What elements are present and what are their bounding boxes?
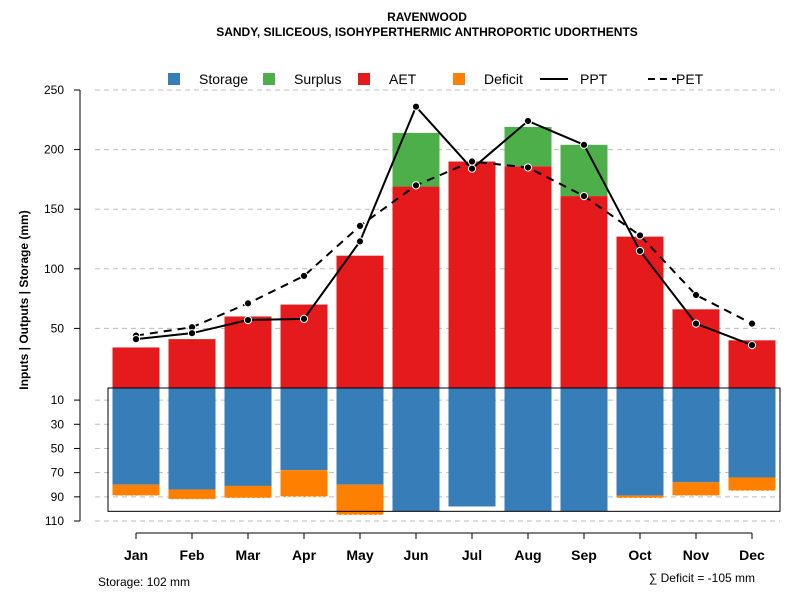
line-pet (135, 160, 753, 337)
x-tick-label: Jun (404, 547, 429, 563)
point-ppt-mar (243, 315, 253, 325)
point-ppt-jun (411, 102, 421, 111)
legend-swatch-surplus (263, 73, 275, 85)
bar-aet-jun (392, 186, 440, 388)
bar-aet-jul (448, 161, 496, 388)
y-axis-label: Inputs | Outputs | Storage (mm) (17, 210, 31, 389)
point-ppt-may (355, 237, 365, 246)
y-tick-label: 30 (51, 417, 65, 431)
point-ppt-jan (131, 335, 141, 344)
deficit-sum-note: ∑ Deficit = -105 mm (649, 571, 755, 585)
bars (112, 126, 776, 516)
point-pet-sep (579, 191, 589, 201)
x-tick-label: Sep (571, 547, 597, 563)
legend: Storage Surplus AET Deficit PPT PET (168, 71, 704, 87)
bar-deficit-oct (616, 495, 664, 499)
y-tick-label: 110 (45, 514, 64, 528)
legend-swatch-deficit (453, 73, 465, 85)
legend-swatch-storage (168, 73, 180, 85)
bar-aet-mar (224, 316, 272, 388)
legend-label-ppt: PPT (580, 71, 608, 87)
bar-deficit-dec (728, 477, 776, 491)
x-tick-label: May (346, 547, 373, 563)
bar-storage-may (336, 388, 384, 485)
legend-label-storage: Storage (199, 71, 248, 87)
point-ppt-oct (635, 246, 645, 256)
y-tick-label: 70 (51, 466, 65, 480)
point-ppt-sep (579, 140, 589, 149)
bar-storage-mar (224, 388, 272, 486)
point-pet-nov (691, 290, 701, 300)
bar-surplus-aug (504, 126, 552, 167)
x-tick-label: Dec (739, 547, 765, 563)
bar-aet-may (336, 255, 384, 388)
y-tick-label: 150 (44, 202, 64, 216)
y-tick-label: 10 (51, 393, 65, 407)
point-pet-oct (635, 231, 645, 240)
point-pet-aug (523, 163, 533, 172)
bar-aet-jan (112, 347, 160, 388)
bar-deficit-may (336, 484, 384, 515)
bar-storage-jul (448, 388, 496, 507)
bar-deficit-jan (112, 484, 160, 496)
legend-label-deficit: Deficit (484, 71, 523, 87)
y-tick-label: 50 (51, 441, 65, 455)
y-tick-label: 90 (51, 490, 65, 504)
bar-storage-apr (280, 388, 328, 471)
x-tick-label: Jan (124, 547, 148, 563)
x-tick-label: Oct (628, 547, 652, 563)
point-pet-may (355, 221, 365, 230)
bar-aet-oct (616, 236, 664, 388)
storage-capacity-note: Storage: 102 mm (98, 575, 190, 589)
storage-capacity-box (107, 387, 781, 512)
series-lines (131, 102, 757, 350)
bar-storage-feb (168, 388, 216, 490)
x-tick-label: Mar (236, 547, 261, 563)
x-tick-label: Feb (180, 547, 205, 563)
y-tick-label: 250 (44, 83, 64, 97)
point-ppt-feb (187, 329, 197, 338)
bar-deficit-mar (224, 485, 272, 499)
point-pet-apr (299, 271, 309, 281)
point-pet-jun (411, 181, 421, 190)
point-ppt-jul (467, 164, 477, 173)
bar-aet-sep (560, 196, 608, 388)
y-tick-label: 50 (51, 321, 65, 335)
point-ppt-nov (691, 319, 701, 328)
bar-storage-dec (728, 388, 776, 478)
bar-deficit-apr (280, 470, 328, 497)
bar-storage-aug (504, 388, 552, 512)
x-tick-label: Jul (462, 547, 482, 563)
legend-label-aet: AET (389, 71, 417, 87)
point-ppt-apr (299, 314, 309, 323)
bar-storage-jun (392, 388, 440, 512)
bar-storage-sep (560, 388, 608, 512)
y-tick-label: 100 (44, 262, 64, 276)
legend-swatch-aet (358, 73, 370, 85)
legend-label-surplus: Surplus (294, 71, 341, 87)
x-tick-label: Nov (683, 547, 710, 563)
point-ppt-aug (523, 116, 533, 126)
point-ppt-dec (747, 340, 757, 350)
axes: 50 100 150 200 250 10 30 50 70 90 110 Jan Feb Mar Apr M… (44, 83, 781, 563)
legend-label-pet: PET (676, 71, 704, 87)
line-ppt (135, 104, 753, 347)
bar-surplus-sep (560, 144, 608, 197)
bar-deficit-feb (168, 489, 216, 500)
point-pet-dec (747, 319, 757, 328)
bar-storage-oct (616, 388, 664, 496)
bar-storage-nov (672, 388, 720, 483)
x-tick-label: Aug (514, 547, 541, 563)
point-pet-jul (467, 157, 477, 166)
x-tick-label: Apr (292, 547, 317, 563)
chart-subtitle: SANDY, SILICEOUS, ISOHYPERTHERMIC ANTHRO… (216, 25, 638, 39)
point-pet-mar (243, 299, 253, 308)
bar-aet-aug (504, 166, 552, 388)
bar-storage-jan (112, 388, 160, 485)
y-tick-label: 200 (44, 143, 64, 157)
chart-title: RAVENWOOD (387, 10, 467, 24)
bar-aet-feb (168, 339, 216, 388)
bar-deficit-nov (672, 482, 720, 496)
